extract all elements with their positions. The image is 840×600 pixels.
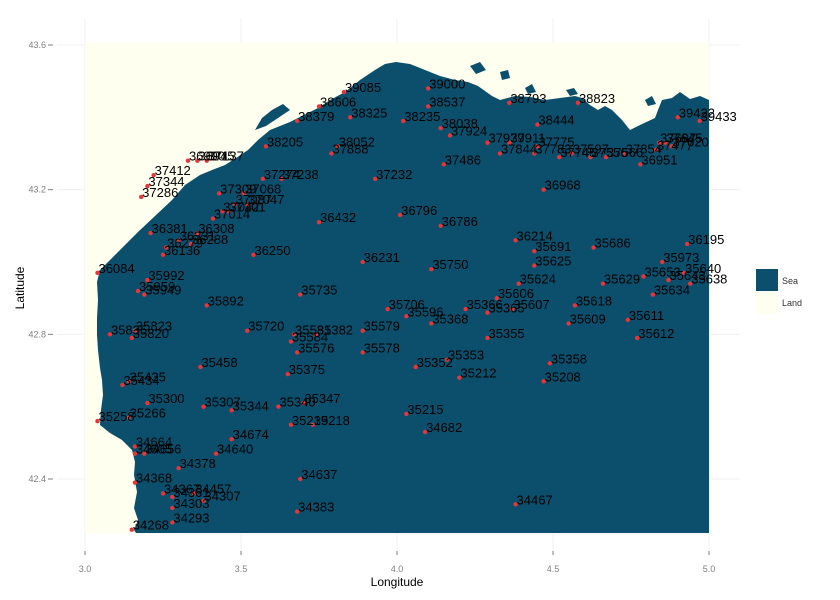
- x-tick-label: 4.5: [547, 564, 560, 574]
- station-label: 36432: [320, 210, 356, 225]
- legend-swatch-sea: [756, 269, 778, 291]
- station-label: 35634: [654, 283, 690, 298]
- station-label: 35576: [298, 340, 334, 355]
- station-label: 38537: [429, 94, 465, 109]
- station-label: 35820: [133, 326, 169, 341]
- station-label: 36250: [254, 243, 290, 258]
- y-tick-label: 43.2: [28, 185, 46, 195]
- station-label: 35579: [364, 319, 400, 334]
- legend-swatch-land: [756, 292, 778, 314]
- y-axis-title: Latitude: [13, 266, 27, 309]
- station-label: 36136: [164, 243, 200, 258]
- station-label: 35720: [248, 319, 284, 334]
- station-label: 34307: [205, 489, 241, 504]
- station-label: 37232: [376, 167, 412, 182]
- station-label: 36796: [401, 203, 437, 218]
- y-tick-label: 42.4: [28, 474, 46, 484]
- station-label: 35375: [289, 362, 325, 377]
- station-label: 35691: [535, 239, 571, 254]
- station-label: 38793: [510, 91, 546, 106]
- station-label: 37924: [451, 123, 487, 138]
- station-label: 38823: [579, 91, 615, 106]
- station-label: 35612: [638, 326, 674, 341]
- station-label: 36195: [688, 232, 724, 247]
- station-label: 35611: [629, 308, 664, 323]
- station-label: 34268: [133, 518, 169, 533]
- station-label: 35258: [98, 409, 134, 424]
- station-label: 37238: [283, 167, 319, 182]
- station-label: 35300: [148, 391, 184, 406]
- station-label: 34293: [173, 510, 209, 525]
- station-label: 34303: [173, 496, 209, 511]
- station-label: 37844: [501, 142, 537, 157]
- station-label: 35686: [595, 236, 631, 251]
- station-label: 38325: [351, 105, 387, 120]
- station-label: 37486: [445, 152, 481, 167]
- station-label: 38444: [538, 113, 574, 128]
- station-label: 35340: [279, 395, 315, 410]
- station-label: 39085: [345, 80, 381, 95]
- y-tick-label: 42.8: [28, 329, 46, 339]
- station-label: 35434: [123, 373, 159, 388]
- legend-label-sea: Sea: [782, 276, 798, 286]
- station-label: 35365: [488, 301, 524, 316]
- station-label: 35215: [407, 402, 443, 417]
- station-label: 35625: [535, 254, 571, 269]
- station-label: 34383: [298, 500, 334, 515]
- station-label: 36231: [364, 250, 400, 265]
- station-label: 35352: [417, 355, 453, 370]
- station-label: 35643: [669, 268, 705, 283]
- station-label: 35355: [488, 326, 524, 341]
- x-tick-label: 3.0: [79, 564, 92, 574]
- station-label: 35949: [145, 283, 181, 298]
- y-tick-label: 43.6: [28, 40, 46, 50]
- station-label: 39433: [701, 109, 737, 124]
- x-tick-label: 5.0: [703, 564, 716, 574]
- station-label: 36786: [442, 214, 478, 229]
- station-label: 35353: [448, 348, 484, 363]
- station-label: 36968: [545, 178, 581, 193]
- station-label: 35368: [432, 311, 468, 326]
- station-label: 34674: [233, 427, 269, 442]
- station-label: 35750: [432, 257, 468, 272]
- station-label: 34682: [426, 420, 462, 435]
- station-label: 35892: [208, 293, 244, 308]
- station-label: 36951: [641, 152, 677, 167]
- station-label: 34656: [145, 442, 181, 457]
- station-label: 34637: [301, 467, 337, 482]
- station-label: 37697: [660, 131, 696, 146]
- station-label: 35266: [130, 406, 166, 421]
- station-label: 35735: [301, 283, 337, 298]
- station-label: 37888: [332, 142, 368, 157]
- station-label: 34640: [217, 442, 253, 457]
- station-label: 35609: [570, 311, 606, 326]
- x-tick-label: 3.5: [235, 564, 248, 574]
- station-label: 37286: [142, 185, 178, 200]
- legend: Sea Land: [756, 269, 802, 314]
- station-label: 35219: [292, 413, 328, 428]
- station-label: 35212: [460, 366, 496, 381]
- station-label: 34378: [180, 456, 216, 471]
- station-label: 35358: [551, 351, 587, 366]
- station-label: 35624: [520, 272, 556, 287]
- station-label: 35208: [545, 369, 581, 384]
- station-label: 35344: [233, 398, 269, 413]
- station-label: 38205: [267, 134, 303, 149]
- station-label: 35618: [576, 293, 612, 308]
- station-label: 37137: [208, 149, 244, 164]
- station-label: 35629: [604, 272, 640, 287]
- station-label: 37014: [214, 207, 250, 222]
- x-tick-label: 4.0: [391, 564, 404, 574]
- station-label: 38235: [404, 109, 440, 124]
- station-label: 34467: [517, 492, 553, 507]
- station-label: 36084: [98, 261, 134, 276]
- legend-label-land: Land: [782, 298, 802, 308]
- x-axis-title: Longitude: [371, 575, 424, 589]
- station-label: 39000: [429, 76, 465, 91]
- station-label: 38379: [298, 109, 334, 124]
- station-label: 35458: [201, 355, 237, 370]
- station-label: 35578: [364, 340, 400, 355]
